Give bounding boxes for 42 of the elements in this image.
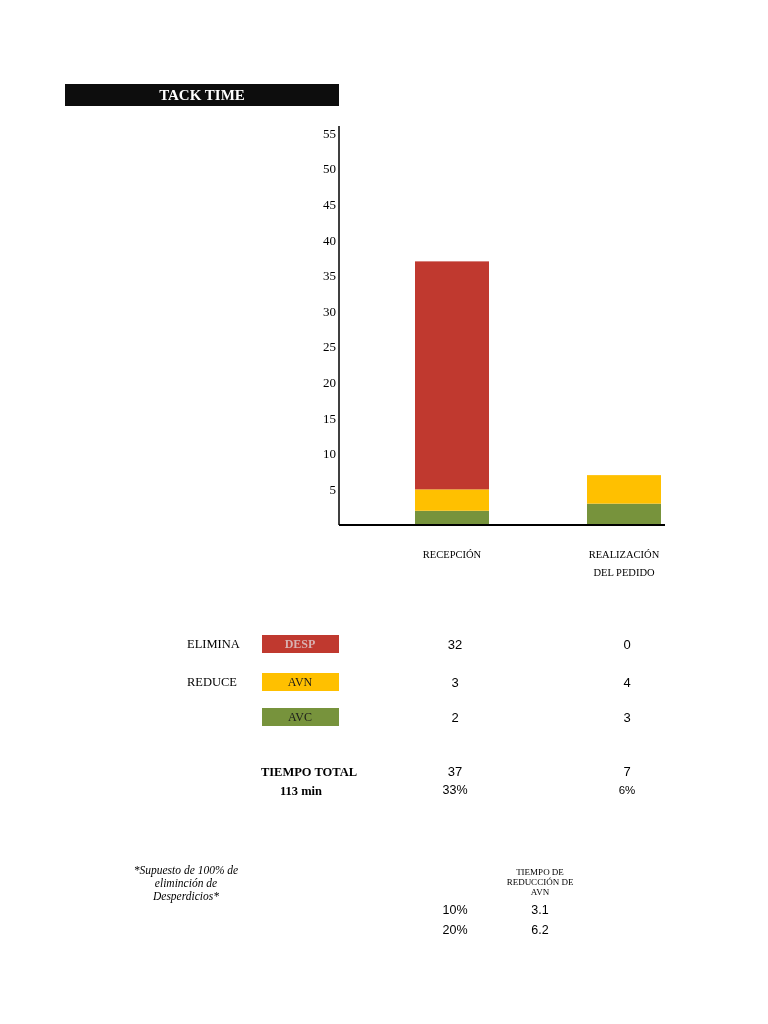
y-tick-label: 5 [329, 481, 336, 497]
text: AVC [288, 710, 312, 725]
data-label: 4 [623, 674, 631, 690]
text: 7 [623, 763, 631, 779]
data-label: 3 [451, 674, 459, 690]
text: TIEMPO TOTAL [260, 765, 358, 780]
text: 37 [447, 763, 463, 779]
data-label: 32 [447, 636, 463, 652]
text: REDUCE [187, 675, 238, 690]
x-tick-label: RECEPCIÓN [422, 549, 482, 560]
text: 20% [442, 923, 468, 938]
y-tick-label: 15 [323, 410, 336, 426]
y-tick-label: 35 [323, 268, 336, 284]
bar [587, 503, 661, 525]
y-tick-label: 30 [323, 303, 336, 319]
text: *Supuesto de 100% de eliminción de Desperdicios* [133, 864, 239, 902]
y-tick-label: 50 [323, 161, 336, 177]
bar [587, 475, 661, 504]
y-tick-label: 55 [323, 125, 336, 141]
text: 33% [442, 783, 468, 798]
y-tick-label: 20 [323, 375, 336, 391]
y-tick-label: 40 [323, 232, 336, 248]
text: 3.1 [531, 903, 549, 918]
text: ELIMINA [187, 637, 240, 652]
bar [415, 510, 489, 525]
text: TACK TIME [159, 87, 245, 103]
text: 113 min [279, 784, 323, 799]
data-label: 2 [451, 709, 459, 725]
text: TIEMPO DE REDUCCIÓN DE AVN [506, 867, 574, 897]
text: 10% [442, 903, 468, 918]
data-label: 3 [623, 709, 631, 725]
y-tick-label: 45 [323, 196, 336, 212]
text: DESP [284, 637, 316, 652]
bar [415, 489, 489, 511]
text: AVN [287, 675, 313, 690]
y-tick-label: 25 [323, 339, 336, 355]
x-tick-label: REALIZACIÓN DEL PEDIDO [588, 549, 660, 578]
text: 6.2 [531, 923, 549, 938]
data-label: 0 [623, 636, 631, 652]
bar [415, 261, 489, 490]
y-tick-label: 10 [323, 446, 336, 462]
text: 6% [618, 784, 636, 797]
